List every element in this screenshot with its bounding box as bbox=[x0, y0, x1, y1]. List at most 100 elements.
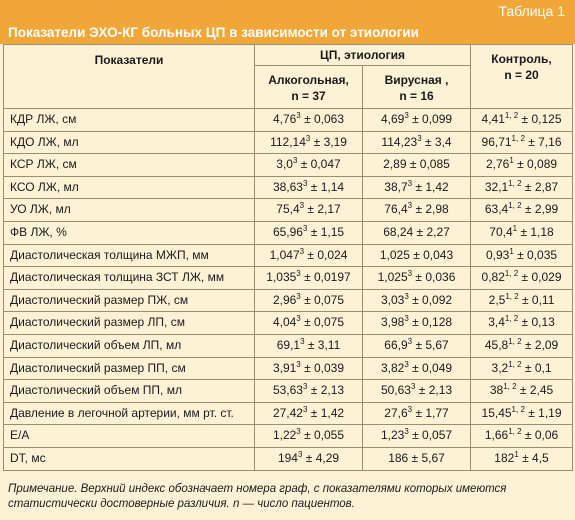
table-row: Диастолический размер ЛП, см 4,043 ± 0,07… bbox=[3, 311, 574, 335]
cell-error: ± 3,4 bbox=[421, 134, 452, 149]
cell-alcoholic: 75,43 ± 2,17 bbox=[254, 198, 363, 222]
cell-superscript: 3 bbox=[302, 382, 308, 392]
header-band: Таблица 1 bbox=[0, 0, 575, 22]
cell-viral: 114,233 ± 3,4 bbox=[361, 130, 472, 155]
cell-superscript: 3 bbox=[417, 133, 422, 143]
cell-superscript: 3 bbox=[407, 404, 413, 414]
cell-alcoholic: 38,633 ± 1,14 bbox=[254, 175, 363, 200]
cell-error: ± 0,055 bbox=[300, 428, 345, 443]
cell-viral: 27,63 ± 1,77 bbox=[361, 401, 472, 426]
cell-error: ± 0,047 bbox=[297, 157, 341, 172]
cell-viral: 38,73 ± 1,42 bbox=[361, 175, 472, 200]
cell-alcoholic: 1943 ± 4,29 bbox=[254, 446, 363, 471]
row-indicator: УО ЛЖ, мл bbox=[3, 198, 255, 222]
row-indicator: E/A bbox=[3, 424, 255, 448]
cell-mean: 69,1 bbox=[276, 337, 301, 352]
cell-mean: 32,1 bbox=[484, 179, 509, 194]
cell-control: 70,41 ± 1,18 bbox=[470, 220, 574, 245]
cell-error: ± 2,13 bbox=[415, 383, 453, 398]
cell-viral: 76,43 ± 2,98 bbox=[361, 198, 472, 222]
cell-mean: 3,91 bbox=[272, 360, 297, 375]
cell-superscript: 3 bbox=[299, 201, 305, 211]
cell-error: ± 0,0197 bbox=[300, 270, 351, 285]
header-control-name: Контроль, bbox=[491, 52, 552, 66]
cell-mean: 68,24 bbox=[383, 224, 414, 239]
cell-superscript: 3 bbox=[296, 427, 301, 437]
cell-error: ± 5,67 bbox=[408, 450, 445, 465]
cell-error: ± 1,14 bbox=[307, 179, 345, 194]
cell-viral: 50,633 ± 2,13 bbox=[361, 379, 472, 403]
cell-error: ± 0,06 bbox=[521, 428, 559, 443]
cell-mean: 1,025 bbox=[379, 247, 410, 262]
table-row: ФВ ЛЖ, % 65,963 ± 1,15 68,24 ± 2,27 70,41 ±… bbox=[3, 220, 574, 245]
cell-viral: 3,823 ± 0,049 bbox=[361, 356, 472, 381]
cell-superscript: 1, 2 bbox=[508, 336, 522, 346]
cell-error: ± 0,036 bbox=[412, 270, 456, 285]
cell-error: ± 2,99 bbox=[521, 202, 559, 217]
cell-superscript: 1, 2 bbox=[508, 178, 522, 188]
cell-mean: 1,66 bbox=[484, 428, 509, 443]
cell-alcoholic: 3,03 ± 0,047 bbox=[254, 153, 363, 177]
cell-control: 3,21, 2 ± 0,1 bbox=[470, 356, 574, 381]
cell-mean: 63,4 bbox=[484, 202, 509, 217]
cell-superscript: 3 bbox=[404, 314, 409, 324]
cell-viral: 2,89 ± 0,085 bbox=[361, 153, 472, 177]
cell-mean: 38 bbox=[489, 383, 504, 398]
cell-mean: 2,89 bbox=[383, 157, 407, 172]
cell-mean: 76,4 bbox=[384, 202, 408, 217]
cell-control: 381, 2 ± 2,45 bbox=[470, 379, 574, 403]
table-body: КДР ЛЖ, см 4,763 ± 0,063 4,693 ± 0,099 4,41… bbox=[3, 108, 574, 471]
row-indicator: Диастолический размер ПП, см bbox=[3, 356, 255, 381]
cell-mean: 3,82 bbox=[380, 360, 405, 375]
cell-error: ± 0,128 bbox=[408, 315, 453, 330]
cell-superscript: 1, 2 bbox=[508, 359, 522, 369]
cell-viral: 186 ± 5,67 bbox=[361, 446, 472, 471]
cell-control: 63,41, 2 ± 2,99 bbox=[470, 198, 574, 222]
cell-superscript: 3 bbox=[296, 314, 301, 324]
cell-viral: 3,983 ± 0,128 bbox=[361, 311, 472, 335]
cell-error: ± 2,09 bbox=[521, 337, 559, 352]
cell-error: ± 0,057 bbox=[408, 428, 453, 443]
cell-superscript: 3 bbox=[407, 269, 413, 279]
cell-superscript: 3 bbox=[404, 291, 409, 301]
cell-error: ± 2,13 bbox=[307, 383, 345, 398]
cell-error: ± 0,049 bbox=[408, 360, 453, 375]
row-indicator: Диастолическая толщина ЗСТ ЛЖ, мм bbox=[3, 266, 255, 290]
row-indicator: Давление в легочной артерии, мм рт. ст. bbox=[3, 401, 255, 426]
header-row: Показатели ЦП, этиология Контроль, n = 2… bbox=[3, 44, 574, 109]
row-indicator: DT, мс bbox=[3, 446, 255, 471]
row-indicator: КСР ЛЖ, см bbox=[3, 153, 255, 177]
cell-error: ± 2,45 bbox=[516, 383, 554, 398]
cell-control: 45,81, 2 ± 2,09 bbox=[470, 333, 574, 358]
cell-mean: 75,4 bbox=[276, 202, 300, 217]
cell-mean: 182 bbox=[494, 450, 515, 465]
cell-alcoholic: 4,043 ± 0,075 bbox=[254, 311, 363, 335]
cell-mean: 65,96 bbox=[272, 224, 303, 239]
cell-superscript: 3 bbox=[404, 111, 409, 120]
cell-mean: 1,025 bbox=[377, 270, 408, 285]
cell-mean: 2,76 bbox=[485, 157, 510, 172]
cell-control: 96,711, 2 ± 7,16 bbox=[470, 130, 574, 155]
cell-error: ± 2,87 bbox=[521, 179, 559, 194]
cell-error: ± 0,089 bbox=[513, 157, 558, 172]
cell-superscript: 3 bbox=[410, 382, 416, 392]
cell-alcoholic: 3,913 ± 0,039 bbox=[254, 356, 363, 381]
row-indicator: КДО ЛЖ, мл bbox=[3, 130, 255, 155]
cell-superscript: 3 bbox=[296, 269, 301, 279]
row-indicator: КДР ЛЖ, см bbox=[3, 108, 255, 132]
cell-error: ± 0,043 bbox=[409, 247, 454, 262]
cell-superscript: 1, 2 bbox=[504, 314, 519, 324]
cell-viral: 68,24 ± 2,27 bbox=[361, 220, 472, 245]
cell-error: ± 2,98 bbox=[412, 202, 449, 217]
cell-error: ± 4,29 bbox=[302, 450, 340, 465]
cell-superscript: 3 bbox=[305, 133, 311, 143]
cell-error: ± 1,77 bbox=[412, 405, 449, 420]
cell-superscript: 3 bbox=[296, 291, 301, 301]
cell-error: ± 0,075 bbox=[300, 315, 345, 330]
cell-viral: 3,033 ± 0,092 bbox=[361, 288, 472, 313]
table-row: УО ЛЖ, мл 75,43 ± 2,17 76,43 ± 2,98 63,41, … bbox=[3, 198, 574, 222]
cell-mean: 15,45 bbox=[481, 405, 512, 420]
cell-error: ± 1,42 bbox=[307, 405, 345, 420]
cell-superscript: 3 bbox=[407, 178, 413, 188]
